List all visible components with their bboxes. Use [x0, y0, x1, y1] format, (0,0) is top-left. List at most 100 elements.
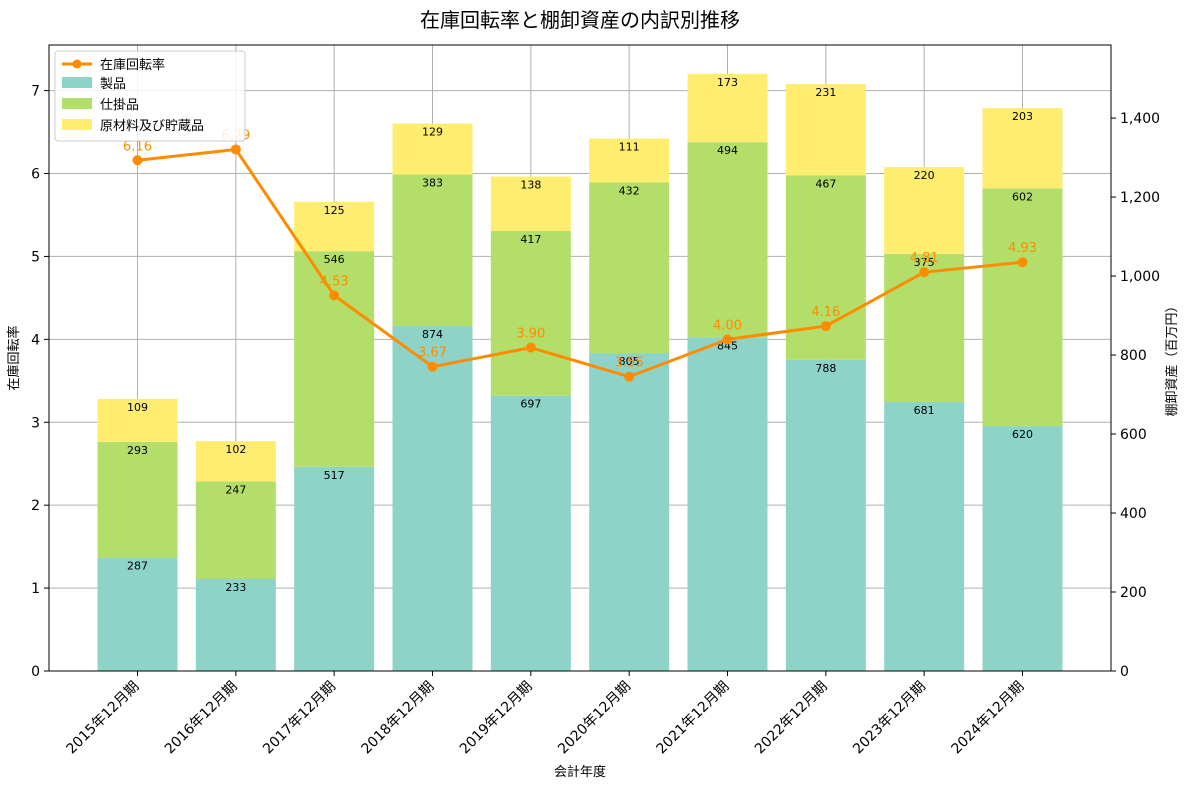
- bar-segment: [884, 402, 965, 671]
- turnover-value-label: 3.67: [418, 346, 447, 361]
- left-tick-label: 6: [31, 167, 40, 183]
- bar-segment: [785, 359, 866, 671]
- bar-segment: [195, 481, 276, 579]
- bar-value-label: 129: [422, 126, 443, 139]
- chart-title: 在庫回転率と棚卸資産の内訳別推移: [420, 8, 740, 32]
- right-y-ticks: 0 200 400 600 800 1,000 1,200 1,400: [1111, 111, 1160, 680]
- bar-value-label: 125: [324, 204, 345, 217]
- bar-value-label: 467: [815, 177, 836, 190]
- x-tick-label: 2020年12月期: [555, 679, 634, 758]
- bar-segment: [392, 123, 473, 175]
- turnover-value-label: 4.16: [811, 305, 840, 320]
- bar-labels-layer: 2872335178746978058457886816202932475463…: [127, 76, 1033, 594]
- right-tick-label: 1,200: [1120, 190, 1160, 206]
- bar-value-label: 233: [225, 581, 246, 594]
- x-axis-title: 会計年度: [554, 764, 606, 780]
- x-tick-label: 2018年12月期: [359, 679, 438, 758]
- legend-label: 仕掛品: [100, 98, 139, 113]
- bar-segment: [97, 557, 178, 671]
- bar-segment: [982, 426, 1063, 671]
- bar-value-label: 111: [619, 141, 640, 154]
- x-tick-label: 2015年12月期: [64, 679, 143, 758]
- turnover-value-label: 4.93: [1008, 241, 1037, 256]
- turnover-point: [624, 371, 635, 382]
- bar-value-label: 287: [127, 560, 148, 573]
- legend-bar-swatch: [62, 119, 92, 130]
- turnover-value-label: 4.53: [320, 274, 349, 289]
- bar-value-label: 231: [815, 86, 836, 99]
- bar-segment: [589, 353, 670, 671]
- bar-value-label: 375: [914, 256, 935, 269]
- right-tick-label: 200: [1120, 585, 1147, 601]
- legend-label: 原材料及び貯蔵品: [100, 119, 204, 134]
- right-tick-label: 1,400: [1120, 111, 1160, 127]
- bar-value-label: 432: [619, 184, 640, 197]
- turnover-point: [427, 361, 438, 372]
- bar-segment: [294, 251, 375, 467]
- bar-segment: [97, 398, 178, 442]
- legend-line-marker: [72, 59, 82, 69]
- left-tick-label: 2: [31, 498, 40, 514]
- bar-segment: [589, 182, 670, 354]
- left-tick-label: 4: [31, 332, 40, 348]
- bar-segment: [392, 325, 473, 671]
- bar-segment: [982, 108, 1063, 189]
- bar-segment: [294, 466, 375, 671]
- turnover-point: [820, 321, 831, 332]
- right-tick-label: 600: [1120, 427, 1147, 443]
- bar-value-label: 874: [422, 328, 443, 341]
- turnover-point: [919, 267, 930, 278]
- left-tick-label: 7: [31, 84, 40, 100]
- bar-value-label: 102: [225, 443, 246, 456]
- turnover-point: [230, 144, 241, 155]
- left-y-axis-title: 在庫回転率: [6, 325, 22, 390]
- bar-value-label: 383: [422, 177, 443, 190]
- turnover-point: [1017, 257, 1028, 268]
- bar-segment: [490, 176, 571, 232]
- right-tick-label: 800: [1120, 348, 1147, 364]
- bar-segment: [589, 138, 670, 183]
- bar-segment: [785, 175, 866, 360]
- bar-value-label: 517: [324, 469, 345, 482]
- turnover-point: [132, 155, 143, 166]
- right-tick-label: 400: [1120, 506, 1147, 522]
- turnover-line-layer: 6.166.294.533.673.903.554.004.164.814.93: [123, 128, 1037, 382]
- turnover-value-label: 6.16: [123, 139, 152, 154]
- bar-segment: [687, 142, 768, 338]
- bar-value-label: 681: [914, 404, 935, 417]
- bar-value-label: 602: [1012, 190, 1033, 203]
- legend-bar-swatch: [62, 77, 92, 88]
- bar-segment: [884, 253, 965, 403]
- plot-frame: [48, 44, 1112, 672]
- turnover-value-label: 4.00: [713, 318, 742, 333]
- x-tick-label: 2016年12月期: [162, 679, 241, 758]
- x-tick-label: 2021年12月期: [654, 679, 733, 758]
- x-tick-label: 2019年12月期: [457, 679, 536, 758]
- bar-value-label: 620: [1012, 428, 1033, 441]
- legend-box: [54, 50, 246, 142]
- bar-segment: [687, 337, 768, 671]
- bar-segment: [884, 167, 965, 254]
- bar-value-label: 203: [1012, 110, 1033, 123]
- x-tick-label: 2022年12月期: [752, 679, 831, 758]
- bar-value-label: 138: [520, 179, 541, 192]
- turnover-line: [137, 147, 1023, 379]
- bar-segment: [490, 231, 571, 396]
- bar-value-label: 546: [324, 253, 345, 266]
- x-tick-label: 2023年12月期: [850, 679, 929, 758]
- bar-value-label: 247: [225, 483, 246, 496]
- legend-bar-swatch: [62, 98, 92, 109]
- right-y-axis-title: 棚卸資産（百万円）: [1164, 299, 1180, 416]
- legend-label: 在庫回転率: [100, 57, 165, 73]
- left-tick-label: 5: [31, 249, 40, 265]
- turnover-point: [525, 342, 536, 353]
- bar-segment: [687, 73, 768, 143]
- turnover-value-label: 4.81: [910, 251, 939, 266]
- bar-segment: [785, 84, 866, 176]
- x-tick-label: 2017年12月期: [260, 679, 339, 758]
- bar-value-label: 697: [520, 398, 541, 411]
- bar-segment: [294, 201, 375, 252]
- legend-label: 製品: [100, 77, 126, 92]
- turnover-value-label: 3.90: [516, 327, 545, 342]
